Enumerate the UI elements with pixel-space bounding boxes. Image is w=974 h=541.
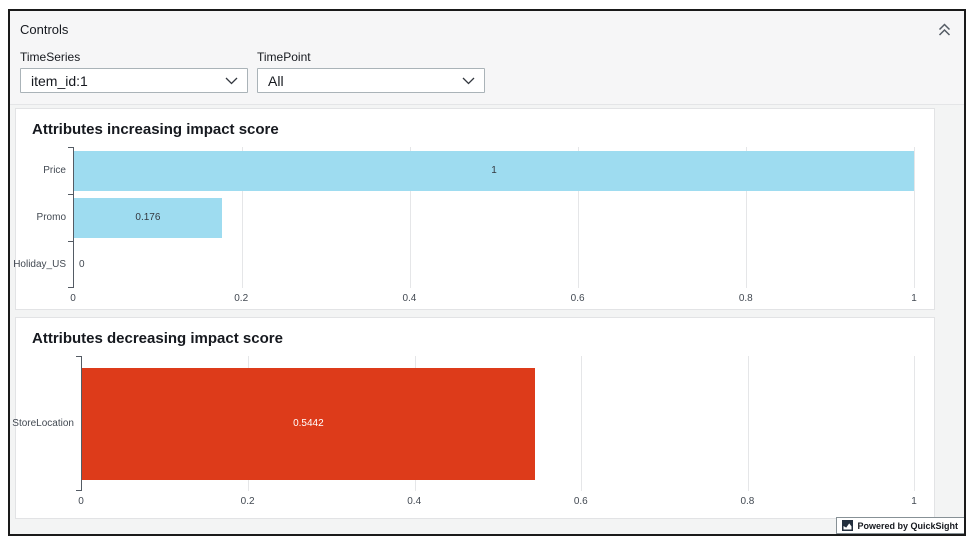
gridline xyxy=(746,147,747,288)
x-axis: 0 0.2 0.4 0.6 0.8 1 xyxy=(78,491,917,509)
category-label: Holiday_US xyxy=(13,259,66,270)
bar-chart-increasing: Price Promo Holiday_US 1 0.176 0 xyxy=(13,147,918,288)
gridline xyxy=(914,356,915,491)
collapse-controls-button[interactable] xyxy=(934,21,954,41)
bar[interactable]: 0.176 xyxy=(74,197,222,238)
timepoint-dropdown[interactable]: All xyxy=(257,68,485,93)
y-axis-category-labels: Price Promo Holiday_US xyxy=(13,147,73,288)
bar-value-label: 0.5442 xyxy=(293,418,324,429)
chart-card-decreasing-impact: Attributes decreasing impact score Store… xyxy=(12,317,935,519)
quicksight-logo-icon xyxy=(842,520,854,531)
x-tick-label: 1 xyxy=(911,496,917,507)
controls-pane: Controls TimeSeries item_id:1 xyxy=(10,11,964,105)
x-tick-label: 0.2 xyxy=(240,496,255,507)
chevron-down-icon xyxy=(225,72,238,90)
timeseries-dropdown[interactable]: item_id:1 xyxy=(20,68,248,93)
powered-by-quicksight-badge[interactable]: Powered by QuickSight xyxy=(836,517,964,534)
chevron-down-icon xyxy=(462,72,475,90)
gridline xyxy=(747,356,749,491)
controls-row: TimeSeries item_id:1 TimePoint All xyxy=(20,50,954,93)
charts-area: Attributes increasing impact score Price… xyxy=(10,105,964,519)
x-tick-label: 0.6 xyxy=(573,496,588,507)
timeseries-dropdown-value: item_id:1 xyxy=(31,72,88,89)
bar-value-label: 0 xyxy=(79,259,85,270)
y-axis-category-labels: StoreLocation xyxy=(12,356,81,491)
control-field-timeseries: TimeSeries item_id:1 xyxy=(20,50,248,93)
plot-area: 1 0.176 0 xyxy=(68,147,915,288)
control-label: TimeSeries xyxy=(20,50,81,64)
gridline xyxy=(581,356,583,491)
x-tick-label: 0.4 xyxy=(407,496,422,507)
chevron-double-up-icon xyxy=(937,23,952,39)
x-tick-label: 0.6 xyxy=(570,293,585,304)
bar-row: 1 xyxy=(74,147,914,194)
x-tick-label: 0.8 xyxy=(740,496,755,507)
x-axis: 0 0.2 0.4 0.6 0.8 1 xyxy=(70,288,917,306)
bar-chart-decreasing: StoreLocation 0.5442 xyxy=(12,356,918,491)
y-axis-tick xyxy=(76,490,82,491)
gridline xyxy=(242,147,243,288)
chart-title: Attributes decreasing impact score xyxy=(32,330,283,347)
bar-value-label: 1 xyxy=(491,165,497,176)
timepoint-dropdown-value: All xyxy=(268,72,284,89)
y-axis-tick xyxy=(68,194,74,195)
y-axis-tick xyxy=(68,147,74,148)
bar-value-label: 0.176 xyxy=(135,212,161,223)
category-label: Promo xyxy=(36,212,66,223)
gridline xyxy=(914,147,915,288)
category-label: StoreLocation xyxy=(12,418,74,429)
x-tick-label: 0 xyxy=(70,293,76,304)
bar-row: 0 xyxy=(74,241,914,288)
badge-label: Powered by QuickSight xyxy=(857,520,958,531)
controls-title: Controls xyxy=(20,22,69,37)
y-axis-tick xyxy=(76,356,82,357)
gridline xyxy=(410,147,411,288)
x-tick-label: 0.8 xyxy=(738,293,753,304)
category-label: Price xyxy=(43,165,66,176)
y-axis-tick xyxy=(68,241,74,242)
bar-row: 0.176 xyxy=(74,194,914,241)
chart-card-increasing-impact: Attributes increasing impact score Price… xyxy=(13,108,935,310)
x-tick-label: 0 xyxy=(78,496,84,507)
bar[interactable]: 1 xyxy=(74,150,914,191)
bar[interactable]: 0.5442 xyxy=(82,367,535,480)
dashboard-frame: Controls TimeSeries item_id:1 xyxy=(8,9,966,536)
y-axis-tick xyxy=(68,287,74,288)
plot-area: 0.5442 xyxy=(76,356,915,491)
x-tick-label: 0.4 xyxy=(402,293,417,304)
bar-row: 0.5442 xyxy=(82,356,914,491)
chart-title: Attributes increasing impact score xyxy=(32,121,279,138)
x-tick-label: 1 xyxy=(911,293,917,304)
x-tick-label: 0.2 xyxy=(234,293,249,304)
control-label: TimePoint xyxy=(257,50,311,64)
control-field-timepoint: TimePoint All xyxy=(257,50,485,93)
gridline xyxy=(578,147,579,288)
